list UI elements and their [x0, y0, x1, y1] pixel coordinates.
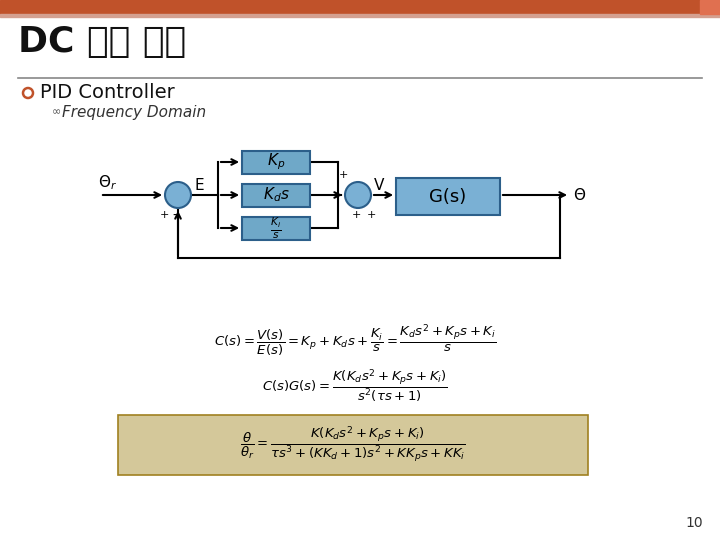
- Bar: [0, 14, 720, 17]
- Text: DC 모터 제어: DC 모터 제어: [18, 25, 186, 59]
- Text: $\Theta_r$: $\Theta_r$: [98, 173, 117, 192]
- Text: PID Controller: PID Controller: [40, 84, 175, 103]
- Text: 10: 10: [685, 516, 703, 530]
- Text: $\Theta$: $\Theta$: [573, 187, 586, 203]
- Text: +: +: [351, 210, 361, 220]
- Text: E: E: [194, 178, 204, 193]
- Ellipse shape: [345, 182, 371, 208]
- Text: +: +: [366, 210, 376, 220]
- Text: $C(s)G(s) = \dfrac{K(K_d s^2 + K_p s + K_i)}{s^2(\tau s + 1)}$: $C(s)G(s) = \dfrac{K(K_d s^2 + K_p s + K…: [262, 368, 448, 405]
- FancyBboxPatch shape: [396, 178, 500, 215]
- Text: V: V: [374, 178, 384, 193]
- FancyBboxPatch shape: [242, 184, 310, 206]
- Text: $\frac{K_i}{s}$: $\frac{K_i}{s}$: [270, 215, 282, 241]
- Ellipse shape: [165, 182, 191, 208]
- Text: -: -: [173, 209, 177, 223]
- Text: +: +: [338, 170, 348, 180]
- FancyBboxPatch shape: [242, 217, 310, 240]
- Text: G(s): G(s): [429, 187, 467, 206]
- Text: ∞: ∞: [52, 107, 61, 117]
- Text: $\dfrac{\theta}{\theta_r} = \dfrac{K(K_d s^2 + K_p s + K_i)}{\tau s^3 + (KK_d + : $\dfrac{\theta}{\theta_r} = \dfrac{K(K_d…: [240, 425, 466, 465]
- Bar: [0, 0, 700, 14]
- FancyBboxPatch shape: [118, 415, 588, 475]
- Text: +: +: [159, 210, 168, 220]
- Text: Frequency Domain: Frequency Domain: [62, 105, 206, 119]
- FancyBboxPatch shape: [242, 151, 310, 173]
- Text: $K_d s$: $K_d s$: [263, 186, 289, 204]
- Text: $K_p$: $K_p$: [267, 152, 285, 172]
- Text: $C(s) = \dfrac{V(s)}{E(s)} = K_p + K_d s + \dfrac{K_i}{s} = \dfrac{K_d s^2 + K_p: $C(s) = \dfrac{V(s)}{E(s)} = K_p + K_d s…: [214, 322, 496, 358]
- Bar: [700, 0, 720, 14]
